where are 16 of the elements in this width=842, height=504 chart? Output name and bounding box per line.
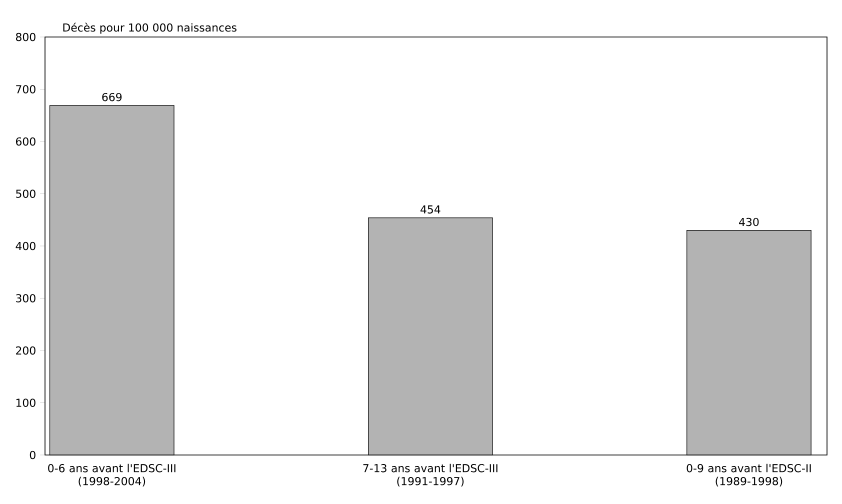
data-label: 669 [102,92,122,102]
y-tick-label: 400 [16,242,36,250]
y-tick-label: 500 [16,190,36,198]
x-tick-label: 0-6 ans avant l'EDSC-III (1998-2004) [48,464,176,487]
x-tick-label: 7-13 ans avant l'EDSC-III (1991-1997) [363,464,498,487]
y-axis-title: Décès pour 100 000 naissances [63,22,236,34]
y-tick-label: 600 [16,137,36,146]
data-label: 454 [420,205,440,214]
y-tick-label: 300 [16,294,36,302]
data-label: 430 [739,218,759,226]
x-tick-label: 0-9 ans avant l'EDSC-II (1989-1998) [686,464,811,487]
y-tick-label: 200 [16,346,36,355]
y-tick-label: 700 [16,85,36,94]
y-tick-label: 100 [16,398,36,407]
y-tick-label: 800 [16,32,36,42]
y-tick-label: 0 [30,450,36,460]
